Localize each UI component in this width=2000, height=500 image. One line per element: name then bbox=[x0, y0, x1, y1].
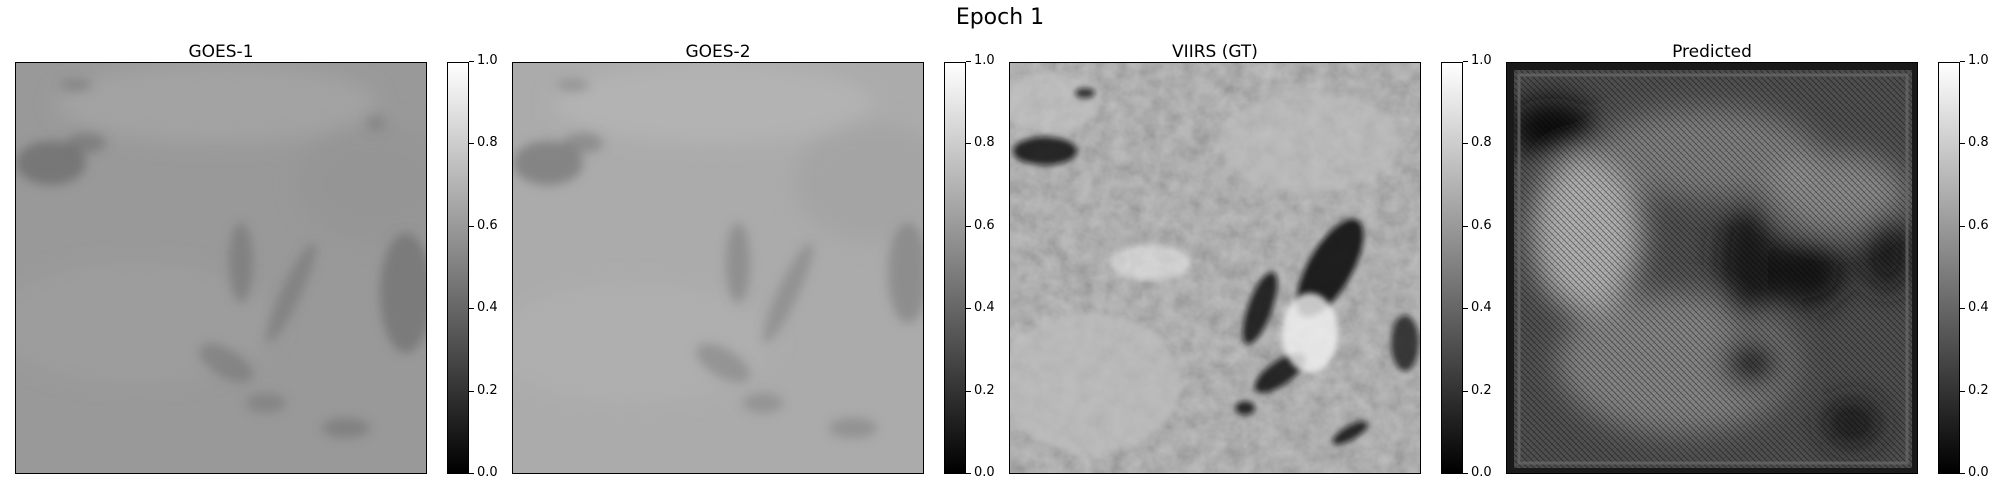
panel-title: GOES-2 bbox=[685, 42, 751, 62]
colorbar-ticks: 0.0 0.2 0.4 0.6 0.8 1.0 bbox=[966, 53, 1006, 480]
colorbar-ticks: 0.0 0.2 0.4 0.6 0.8 1.0 bbox=[469, 53, 509, 480]
heatmap-image bbox=[1506, 62, 1918, 474]
colorbar bbox=[1938, 62, 1960, 474]
panel-title: Predicted bbox=[1672, 42, 1752, 62]
figure-title: Epoch 1 bbox=[955, 5, 1045, 30]
heatmap-image bbox=[15, 62, 427, 474]
colorbar bbox=[944, 62, 966, 474]
panel-title: GOES-1 bbox=[188, 42, 254, 62]
heatmap-image bbox=[1009, 62, 1421, 474]
colorbar bbox=[447, 62, 469, 474]
heatmap-image bbox=[512, 62, 924, 474]
colorbar bbox=[1441, 62, 1463, 474]
panel-title: VIIRS (GT) bbox=[1172, 42, 1258, 62]
colorbar-ticks: 0.0 0.2 0.4 0.6 0.8 1.0 bbox=[1960, 53, 2000, 480]
colorbar-ticks: 0.0 0.2 0.4 0.6 0.8 1.0 bbox=[1463, 53, 1503, 480]
